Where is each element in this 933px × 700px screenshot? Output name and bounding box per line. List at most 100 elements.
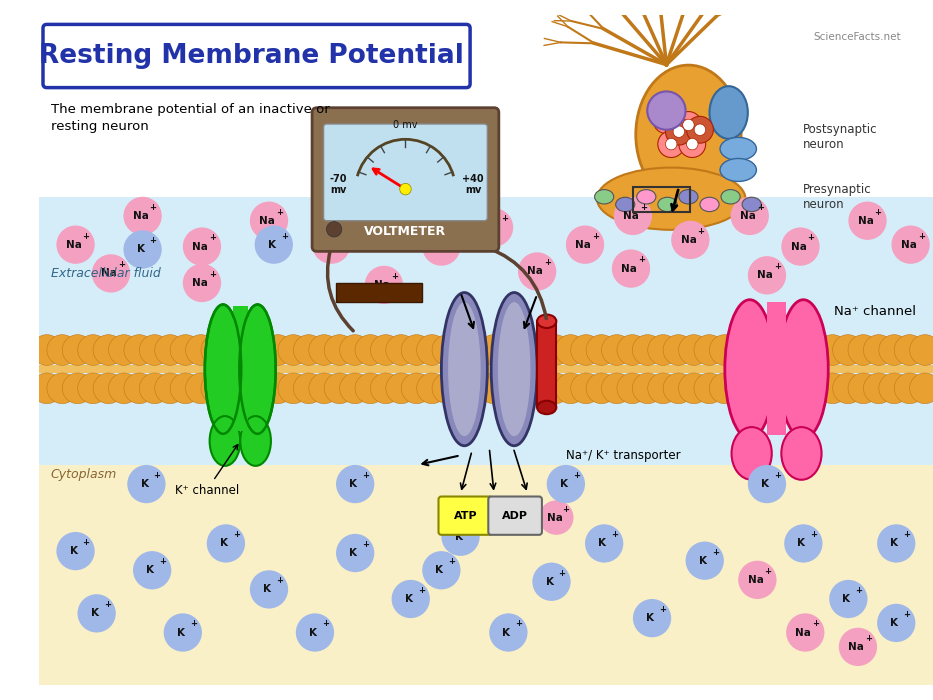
Text: +: + bbox=[559, 568, 565, 578]
Circle shape bbox=[463, 335, 494, 365]
Circle shape bbox=[47, 335, 77, 365]
Text: K: K bbox=[890, 538, 898, 548]
Circle shape bbox=[91, 254, 130, 293]
Ellipse shape bbox=[721, 190, 740, 204]
Circle shape bbox=[785, 524, 823, 563]
Circle shape bbox=[340, 373, 370, 404]
Circle shape bbox=[183, 228, 221, 266]
Ellipse shape bbox=[441, 293, 487, 446]
Circle shape bbox=[673, 126, 685, 137]
Circle shape bbox=[392, 580, 430, 618]
Ellipse shape bbox=[635, 65, 741, 204]
Circle shape bbox=[401, 373, 432, 404]
Circle shape bbox=[63, 373, 93, 404]
Circle shape bbox=[679, 131, 705, 158]
Text: +: + bbox=[563, 505, 569, 514]
Text: Na: Na bbox=[321, 239, 337, 250]
Text: ScienceFacts.net: ScienceFacts.net bbox=[814, 32, 901, 42]
Ellipse shape bbox=[210, 416, 241, 466]
Text: +: + bbox=[339, 232, 345, 241]
Text: Na⁺/ K⁺ transporter: Na⁺/ K⁺ transporter bbox=[566, 449, 680, 462]
Text: +: + bbox=[83, 232, 90, 241]
Text: Na: Na bbox=[527, 267, 543, 276]
Circle shape bbox=[309, 335, 340, 365]
Circle shape bbox=[839, 628, 877, 666]
Circle shape bbox=[665, 139, 677, 150]
Circle shape bbox=[877, 604, 915, 642]
Text: K: K bbox=[349, 548, 357, 558]
Circle shape bbox=[255, 225, 293, 264]
Text: K: K bbox=[141, 479, 148, 489]
Text: K: K bbox=[890, 618, 898, 628]
Circle shape bbox=[340, 335, 370, 365]
Circle shape bbox=[123, 197, 161, 235]
Text: +: + bbox=[276, 576, 283, 585]
Text: +: + bbox=[638, 256, 645, 265]
FancyBboxPatch shape bbox=[313, 108, 499, 251]
Circle shape bbox=[848, 335, 879, 365]
Text: +: + bbox=[515, 620, 522, 629]
Text: ADP: ADP bbox=[502, 511, 528, 521]
Circle shape bbox=[539, 500, 574, 535]
Text: K: K bbox=[268, 239, 276, 250]
Circle shape bbox=[479, 373, 508, 404]
Circle shape bbox=[432, 335, 463, 365]
Ellipse shape bbox=[742, 197, 761, 211]
Circle shape bbox=[686, 542, 724, 580]
Text: +: + bbox=[83, 538, 90, 547]
Circle shape bbox=[77, 335, 108, 365]
Ellipse shape bbox=[448, 302, 480, 436]
Circle shape bbox=[787, 613, 825, 652]
Text: K: K bbox=[699, 556, 707, 566]
Text: +: + bbox=[757, 203, 764, 212]
Text: Na: Na bbox=[790, 241, 806, 251]
Circle shape bbox=[494, 373, 524, 404]
Text: Presynaptic
neuron: Presynaptic neuron bbox=[803, 183, 872, 211]
Circle shape bbox=[247, 335, 278, 365]
Text: K: K bbox=[436, 566, 443, 575]
Circle shape bbox=[756, 373, 787, 404]
Circle shape bbox=[93, 373, 124, 404]
Circle shape bbox=[108, 335, 139, 365]
Ellipse shape bbox=[700, 197, 719, 211]
Circle shape bbox=[709, 335, 740, 365]
Circle shape bbox=[748, 256, 787, 295]
Text: VOLTMETER: VOLTMETER bbox=[365, 225, 447, 238]
Circle shape bbox=[313, 225, 351, 264]
Circle shape bbox=[355, 373, 385, 404]
Text: K: K bbox=[405, 594, 412, 604]
Text: K: K bbox=[842, 594, 851, 604]
Text: +: + bbox=[353, 203, 359, 212]
FancyArrowPatch shape bbox=[327, 249, 354, 331]
Circle shape bbox=[325, 335, 355, 365]
Text: Na: Na bbox=[547, 512, 563, 523]
Ellipse shape bbox=[731, 427, 772, 480]
Text: K: K bbox=[647, 613, 654, 623]
Circle shape bbox=[186, 335, 216, 365]
Circle shape bbox=[370, 373, 401, 404]
Bar bbox=[39, 365, 933, 373]
Circle shape bbox=[327, 222, 341, 237]
Circle shape bbox=[448, 335, 478, 365]
Circle shape bbox=[369, 197, 408, 235]
Circle shape bbox=[127, 465, 165, 503]
Circle shape bbox=[448, 373, 478, 404]
Circle shape bbox=[540, 335, 571, 365]
Text: K: K bbox=[309, 627, 317, 638]
Circle shape bbox=[648, 335, 678, 365]
Text: +: + bbox=[774, 471, 781, 480]
Circle shape bbox=[683, 119, 694, 131]
Text: Na: Na bbox=[432, 241, 448, 251]
Circle shape bbox=[740, 373, 771, 404]
Text: Cytoplasm: Cytoplasm bbox=[50, 468, 117, 481]
Circle shape bbox=[479, 335, 508, 365]
Circle shape bbox=[201, 373, 231, 404]
Circle shape bbox=[571, 373, 602, 404]
Circle shape bbox=[771, 373, 801, 404]
Circle shape bbox=[877, 524, 915, 563]
Circle shape bbox=[250, 202, 288, 240]
Text: +: + bbox=[865, 634, 872, 643]
Circle shape bbox=[694, 373, 725, 404]
Text: +: + bbox=[813, 620, 819, 629]
Circle shape bbox=[399, 183, 411, 195]
